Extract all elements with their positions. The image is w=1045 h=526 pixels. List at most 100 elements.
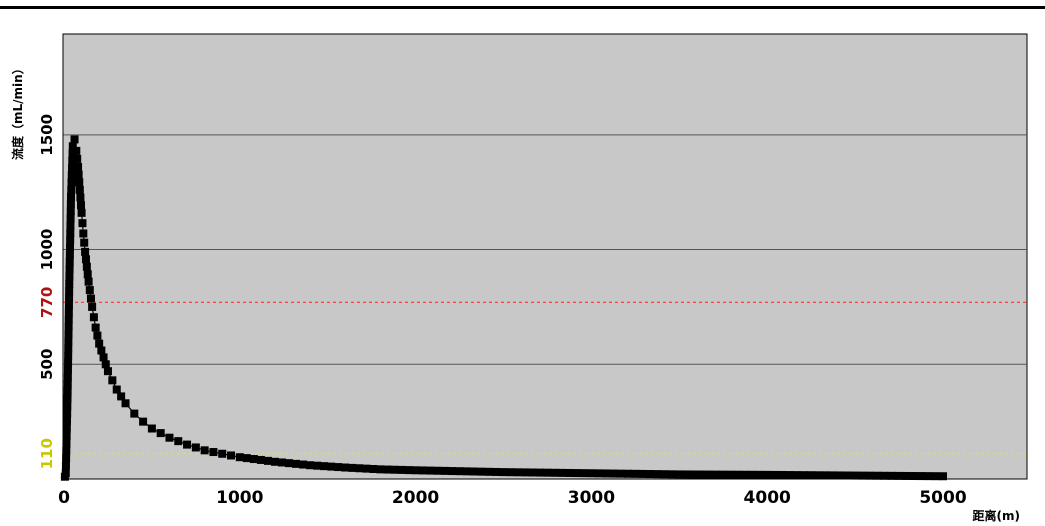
data-point — [616, 469, 625, 478]
data-point — [638, 469, 647, 478]
data-point — [64, 308, 73, 317]
data-point — [748, 470, 757, 479]
data-point — [462, 467, 471, 476]
data-point — [362, 464, 371, 473]
data-point — [917, 472, 926, 481]
data-point — [63, 366, 72, 375]
data-point — [62, 446, 71, 455]
data-point — [594, 469, 603, 478]
data-point — [66, 207, 75, 216]
data-point — [62, 431, 71, 440]
x-tick-labels: 0 1000 2000 3000 4000 5000 — [58, 488, 967, 508]
data-point — [74, 170, 83, 179]
data-point — [719, 470, 728, 479]
data-point — [755, 470, 764, 479]
data-point — [67, 171, 76, 180]
data-point — [807, 471, 816, 480]
data-point — [242, 454, 251, 463]
data-point — [174, 437, 183, 446]
data-point — [624, 469, 633, 478]
data-point — [97, 346, 106, 355]
data-point — [63, 380, 72, 389]
data-point — [68, 163, 77, 172]
data-point — [931, 472, 940, 481]
data-point — [61, 469, 70, 478]
data-point — [66, 236, 75, 245]
data-point — [697, 470, 706, 479]
data-point — [376, 465, 385, 474]
data-point — [66, 243, 75, 252]
data-point — [209, 448, 218, 457]
data-point — [64, 301, 73, 310]
data-point — [78, 219, 87, 228]
data-point — [70, 135, 79, 144]
data-point — [117, 392, 126, 401]
data-point — [383, 465, 392, 474]
data-point — [711, 470, 720, 479]
data-point — [77, 208, 86, 217]
data-point — [492, 467, 501, 476]
data-point — [93, 331, 102, 340]
data-point — [572, 469, 581, 478]
data-point — [66, 200, 75, 209]
data-point — [902, 471, 911, 480]
data-point — [506, 468, 515, 477]
data-point — [704, 470, 713, 479]
data-point — [64, 351, 73, 360]
data-markers — [60, 135, 947, 481]
data-point — [631, 469, 640, 478]
data-point — [108, 376, 117, 385]
grid-layer — [63, 134, 1027, 365]
data-point — [499, 468, 508, 477]
data-point — [64, 337, 73, 346]
data-point — [68, 142, 77, 151]
data-point — [65, 287, 74, 296]
data-point — [191, 443, 200, 452]
data-point — [348, 463, 357, 472]
data-point — [227, 451, 236, 460]
data-point — [103, 367, 112, 376]
data-point — [263, 456, 272, 465]
data-point — [528, 468, 537, 477]
data-point — [292, 459, 301, 468]
data-point — [79, 229, 88, 238]
data-point — [390, 465, 399, 474]
data-point — [64, 315, 73, 324]
data-point — [341, 463, 350, 472]
data-point — [72, 146, 81, 155]
data-point — [369, 464, 378, 473]
data-point — [82, 262, 91, 271]
data-point — [86, 294, 95, 303]
data-point — [843, 471, 852, 480]
data-point — [74, 162, 83, 171]
data-point — [139, 417, 148, 426]
data-point — [63, 409, 72, 418]
data-point — [156, 429, 165, 438]
data-point — [836, 471, 845, 480]
data-point — [83, 270, 92, 279]
data-point — [112, 385, 121, 394]
data-point — [63, 373, 72, 382]
data-point — [565, 468, 574, 477]
x-tick-label: 5000 — [919, 488, 966, 508]
data-point — [63, 402, 72, 411]
data-point — [270, 457, 279, 466]
data-point — [65, 258, 74, 267]
data-point — [76, 201, 85, 210]
data-point — [514, 468, 523, 477]
data-point — [249, 455, 258, 464]
data-point — [733, 470, 742, 479]
data-point — [256, 455, 265, 464]
data-point — [64, 330, 73, 339]
data-point — [91, 323, 100, 332]
data-point — [62, 439, 71, 448]
data-point — [521, 468, 530, 477]
data-point — [587, 469, 596, 478]
data-point — [682, 470, 691, 479]
data-point — [88, 302, 97, 311]
data-point — [433, 466, 442, 475]
x-tick-label: 4000 — [744, 488, 791, 508]
data-point — [66, 229, 75, 238]
data-point — [939, 472, 947, 481]
